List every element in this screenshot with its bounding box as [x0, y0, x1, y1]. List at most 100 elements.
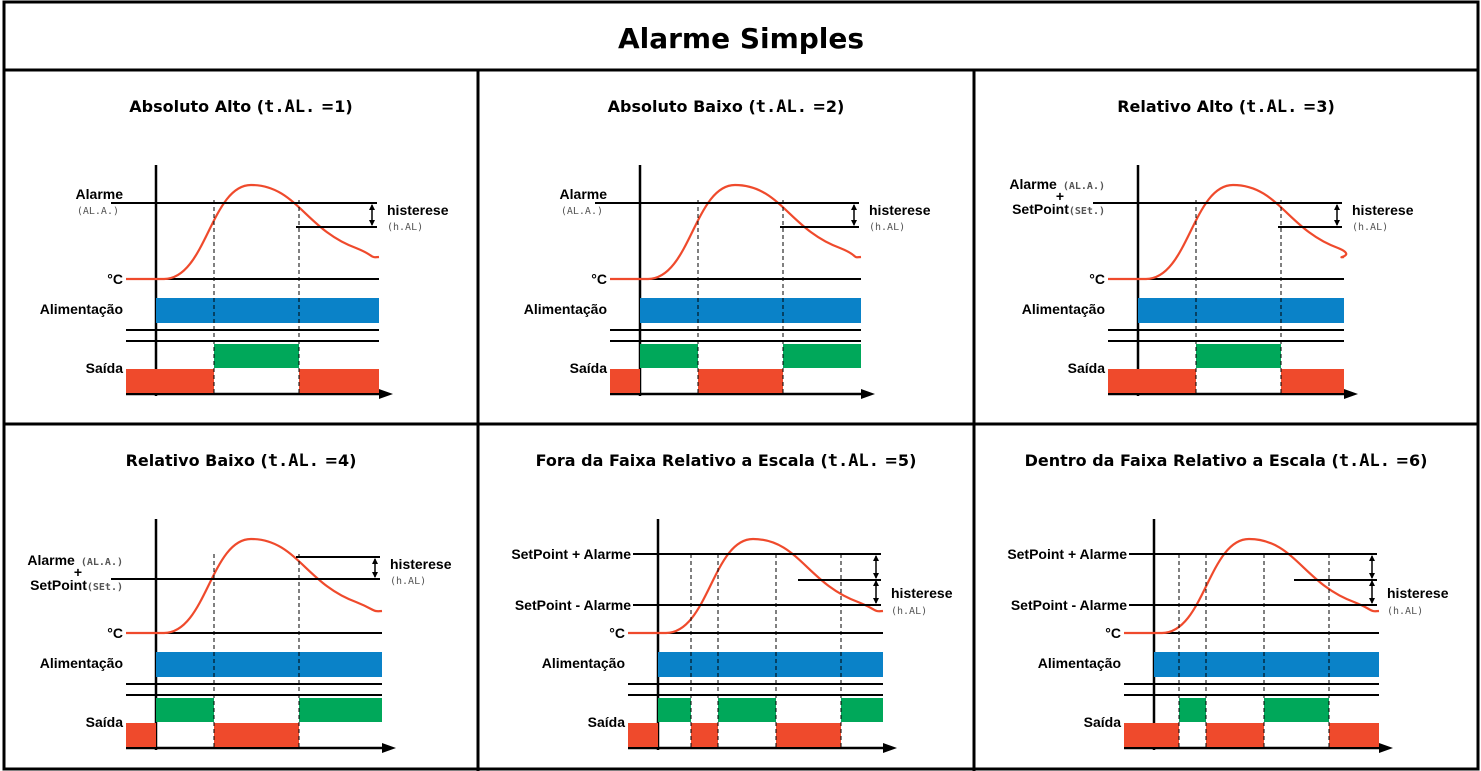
- cell-title-value: =4): [319, 451, 356, 470]
- alimentacao-label: Alimentação: [524, 301, 607, 317]
- alarme-code: (AL.A.): [77, 206, 119, 217]
- temperature-label: °C: [107, 271, 123, 287]
- cell-title: Dentro da Faixa Relativo a Escala (t.AL.…: [1025, 451, 1428, 471]
- saida-label: Saída: [86, 360, 124, 376]
- power-bar: [156, 298, 379, 323]
- output-off-segment: [1329, 723, 1379, 747]
- output-off-segment: [156, 369, 214, 393]
- cell-title-text: Relativo Alto (: [1117, 97, 1246, 116]
- output-off-segment: [126, 723, 156, 747]
- output-off-segment: [698, 369, 783, 393]
- alarme-label: Alarme: [76, 186, 124, 202]
- output-off-segment: [126, 369, 156, 393]
- cell-title-value: =3): [1297, 97, 1334, 116]
- output-off-segment: [776, 723, 841, 747]
- cell-title: Fora da Faixa Relativo a Escala (t.AL. =…: [536, 451, 917, 471]
- alarm-cell-6: Dentro da Faixa Relativo a Escala (t.AL.…: [1007, 451, 1449, 753]
- alarme-word: Alarme: [1009, 176, 1057, 192]
- output-off-segment: [628, 723, 658, 747]
- alimentacao-label: Alimentação: [542, 655, 625, 671]
- setpoint-code: (SEt.): [87, 582, 123, 593]
- cell-title-text: Absoluto Alto (: [129, 97, 264, 116]
- power-bar: [658, 652, 883, 677]
- plus-label: +: [74, 564, 82, 580]
- alimentacao-label: Alimentação: [1022, 301, 1105, 317]
- histerese-label: histerese: [1352, 202, 1414, 218]
- histerese-code: (h.AL): [387, 222, 423, 233]
- power-bar: [640, 298, 861, 323]
- setpoint-word: SetPoint: [30, 577, 87, 593]
- output-off-segment: [1124, 723, 1179, 747]
- setpoint-label: SetPoint(SEt.): [30, 577, 123, 593]
- alarme-label: Alarme (AL.A.): [27, 552, 123, 568]
- cell-title-text: Relativo Baixo (: [126, 451, 268, 470]
- cell-title-code: t.AL.: [1339, 451, 1390, 471]
- alimentacao-label: Alimentação: [1038, 655, 1121, 671]
- cell-title-value: =6): [1390, 451, 1427, 470]
- alarm-cell-3: Relativo Alto (t.AL. =3) histerese (h.AL) A…: [1009, 97, 1414, 399]
- cell-title-code: t.AL.: [828, 451, 879, 471]
- cell-title-value: =5): [879, 451, 916, 470]
- cell-title-code: t.AL.: [756, 97, 807, 117]
- output-on-segment: [1264, 698, 1329, 722]
- process-curve: [610, 183, 862, 281]
- output-on-segment: [718, 698, 776, 722]
- output-on-segment: [299, 698, 382, 722]
- output-on-segment: [156, 698, 214, 722]
- temperature-label: °C: [1089, 271, 1105, 287]
- cell-title-code: t.AL.: [1246, 97, 1297, 117]
- power-bar: [156, 652, 382, 677]
- hysteresis-arrow-head: [1334, 204, 1340, 210]
- hysteresis-arrow-head: [1334, 220, 1340, 226]
- histerese-label: histerese: [869, 202, 931, 218]
- cell-title: Relativo Baixo (t.AL. =4): [126, 451, 357, 471]
- setpoint-code: (SEt.): [1069, 206, 1105, 217]
- histerese-code: (h.AL): [1387, 606, 1423, 617]
- histerese-code: (h.AL): [869, 222, 905, 233]
- output-on-segment: [640, 344, 698, 368]
- plus-label: +: [1056, 188, 1064, 204]
- saida-label: Saída: [588, 714, 626, 730]
- hysteresis-arrow-head: [1369, 598, 1375, 604]
- page-title: Alarme Simples: [618, 22, 864, 55]
- time-axis-arrow: [1379, 743, 1393, 753]
- alarme-code: (AL.A.): [561, 206, 603, 217]
- histerese-code: (h.AL): [390, 576, 426, 587]
- hysteresis-arrow-head: [372, 572, 378, 578]
- temperature-label: °C: [1105, 625, 1121, 641]
- power-bar: [1138, 298, 1344, 323]
- output-off-segment: [610, 369, 640, 393]
- cell-title: Relativo Alto (t.AL. =3): [1117, 97, 1335, 117]
- cell-title-value: =1): [315, 97, 352, 116]
- setpoint-plus-alarme-label: SetPoint + Alarme: [511, 546, 631, 562]
- saida-label: Saída: [570, 360, 608, 376]
- output-off-segment: [1108, 369, 1138, 393]
- alarme-code: (AL.A.): [75, 557, 123, 568]
- output-off-segment: [1281, 369, 1344, 393]
- cell-title-text: Fora da Faixa Relativo a Escala (: [536, 451, 828, 470]
- setpoint-minus-alarme-label: SetPoint - Alarme: [515, 597, 631, 613]
- alarme-word: Alarme: [27, 552, 75, 568]
- hysteresis-arrow-head: [851, 220, 857, 226]
- output-on-segment: [783, 344, 861, 368]
- output-off-segment: [1138, 369, 1196, 393]
- alarme-label: Alarme: [560, 186, 608, 202]
- cell-title-text: Absoluto Baixo (: [608, 97, 756, 116]
- output-off-segment: [691, 723, 718, 747]
- hysteresis-arrow-head: [873, 580, 879, 586]
- histerese-label: histerese: [891, 585, 953, 601]
- histerese-label: histerese: [387, 202, 449, 218]
- hysteresis-arrow-head: [369, 220, 375, 226]
- cell-title: Absoluto Alto (t.AL. =1): [129, 97, 352, 117]
- time-axis-arrow: [1344, 389, 1358, 399]
- cell-title-value: =2): [807, 97, 844, 116]
- histerese-code: (h.AL): [891, 606, 927, 617]
- setpoint-word: SetPoint: [1012, 201, 1069, 217]
- output-on-segment: [1179, 698, 1206, 722]
- output-on-segment: [841, 698, 883, 722]
- temperature-label: °C: [107, 625, 123, 641]
- hysteresis-arrow-head: [851, 204, 857, 210]
- hysteresis-arrow-head: [1369, 580, 1375, 586]
- hysteresis-arrow-head: [873, 573, 879, 579]
